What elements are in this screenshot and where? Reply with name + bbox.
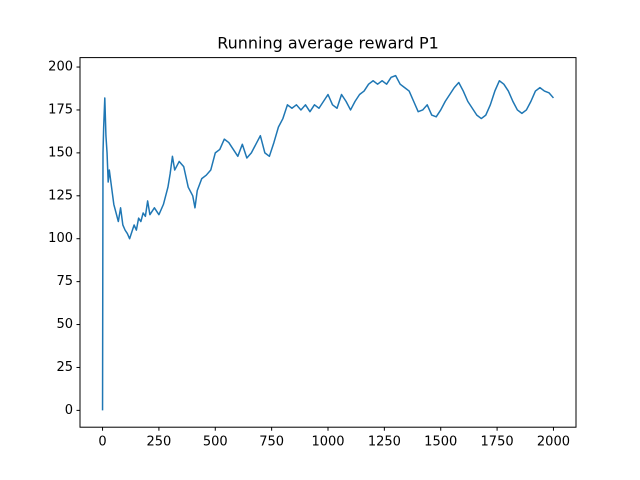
x-tick-label: 250: [146, 435, 171, 450]
x-tick-label: 1250: [368, 435, 401, 450]
x-tick-label: 1500: [424, 435, 457, 450]
y-tick-label: 75: [56, 274, 73, 289]
x-tick-label: 1750: [481, 435, 514, 450]
chart-title: Running average reward P1: [217, 34, 439, 53]
x-tick-label: 750: [259, 435, 284, 450]
x-tick-label: 1000: [311, 435, 344, 450]
y-tick-label: 100: [48, 231, 73, 246]
plot-frame: [79, 57, 577, 428]
y-tick-label: 50: [56, 317, 73, 332]
y-tick-label: 0: [65, 403, 73, 418]
x-tick-label: 2000: [537, 435, 570, 450]
x-tick-label: 0: [98, 435, 106, 450]
y-tick-label: 25: [56, 360, 73, 375]
y-tick-label: 175: [48, 102, 73, 117]
line-series: [101, 74, 555, 411]
x-tick-label: 500: [203, 435, 228, 450]
y-tick-label: 150: [48, 145, 73, 160]
y-tick-label: 125: [48, 188, 73, 203]
y-tick-label: 200: [48, 60, 73, 75]
